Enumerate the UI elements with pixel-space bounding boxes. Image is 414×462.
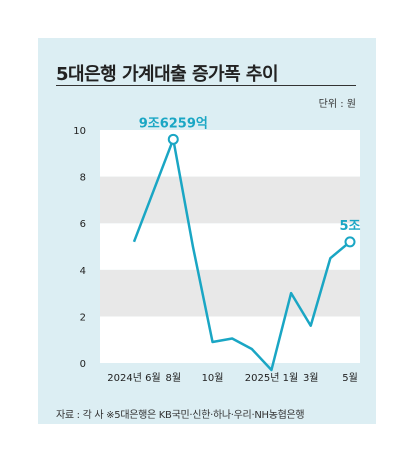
title-divider: [56, 85, 356, 86]
series-line: [132, 138, 351, 372]
x-tick-label: 8월: [165, 372, 181, 384]
y-tick-label: 10: [73, 126, 86, 137]
x-tick-label: 2025년 1월: [245, 372, 298, 384]
x-tick-label: 2024년 6월: [107, 372, 160, 384]
chart-bands: [100, 130, 360, 363]
markers: [167, 133, 356, 248]
line-chart: 0 2 4 6 8 10 2024년 6월 8월 10월 2025년 1월 3월 5월 9조6259…: [73, 116, 361, 384]
data-labels: 9조6259억 5조: [139, 116, 361, 234]
y-axis-ticks: 0 2 4 6 8 10: [73, 126, 86, 370]
x-tick-label: 3월: [303, 372, 319, 384]
x-axis-ticks: 2024년 6월 8월 10월 2025년 1월 3월 5월: [107, 372, 357, 384]
data-point-marker: [344, 236, 356, 248]
data-label: 9조6259억: [139, 116, 208, 131]
y-tick-label: 8: [80, 173, 86, 184]
unit-label: 단위 : 원: [318, 99, 356, 110]
y-tick-label: 6: [80, 219, 86, 230]
x-tick-label: 5월: [342, 372, 358, 384]
chart-title: 5대은행 가계대출 증가폭 추이: [56, 64, 279, 85]
grid-band-3: [100, 176, 360, 224]
y-tick-label: 0: [80, 359, 86, 370]
source-note: 자료 : 각 사 ※5대은행은 KB국민·신한·하나·우리·NH농협은행: [56, 410, 305, 421]
x-tick-label: 10월: [202, 372, 224, 384]
grid-band-2: [100, 223, 360, 270]
y-tick-label: 4: [80, 266, 86, 277]
data-label: 5조: [339, 219, 360, 234]
data-point-marker: [167, 133, 179, 145]
grid-band-4: [100, 130, 360, 177]
y-tick-label: 2: [80, 312, 86, 323]
